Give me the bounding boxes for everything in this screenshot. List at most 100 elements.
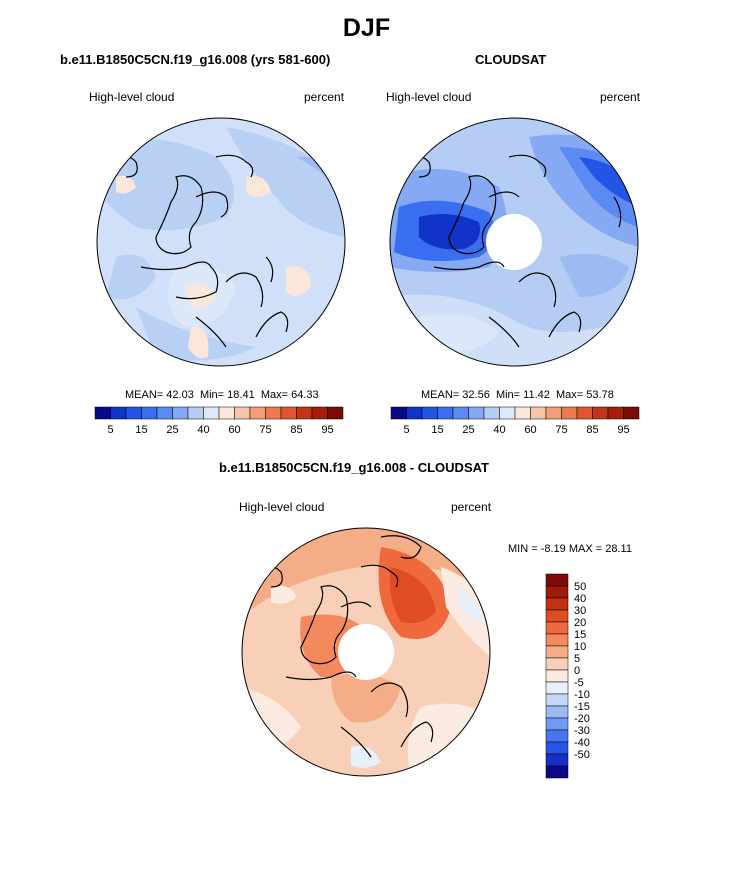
panel-obs-colorbar-tick-label: 40 — [493, 424, 505, 436]
panel-obs-colorbar-box — [545, 406, 562, 420]
panel-model-max-value: 64.33 — [291, 389, 319, 401]
panel-model-colorbar-box — [296, 406, 313, 420]
panel-diff-colorbar-box — [545, 753, 569, 767]
panel-obs-colorbar-box — [592, 406, 609, 420]
panel-obs-colorbar-box — [607, 406, 624, 420]
figure-title: DJF — [342, 14, 391, 42]
panel-diff-minmax: MIN = -8.19 MAX = 28.11 — [508, 543, 632, 555]
panel-obs-colorbar-box — [530, 406, 547, 420]
panel-obs-min-label: Min= — [495, 389, 521, 401]
panel-model-colorbar-tick-label: 40 — [197, 424, 209, 436]
panel-model-colorbar-box — [156, 406, 173, 420]
panel-diff-polar-map — [241, 527, 491, 777]
panel-diff-colorbar-tick-label: 50 — [574, 581, 586, 593]
panel-model-colorbar-box — [234, 406, 251, 420]
panel-diff-title: b.e11.B1850C5CN.f19_g16.008 - CLOUDSAT — [219, 460, 489, 475]
panel-obs-colorbar-tick-label: 5 — [403, 424, 409, 436]
panel-obs-colorbar-box — [499, 406, 516, 420]
panel-model-colorbar-box — [187, 406, 204, 420]
panel-model-stats: MEAN= 42.03 Min= 18.41 Max= 64.33 — [125, 389, 319, 401]
panel-diff-colorbar-tick-label: 15 — [574, 629, 586, 641]
panel-model-colorbar-box — [172, 406, 189, 420]
panel-obs-colorbar-box — [468, 406, 485, 420]
panel-diff-colorbar-box — [545, 765, 569, 779]
panel-diff-colorbar-box — [545, 633, 569, 647]
panel-obs-mean-value: 32.56 — [462, 389, 490, 401]
panel-model-colorbar-tick-label: 25 — [166, 424, 178, 436]
panel-obs-colorbar-box — [483, 406, 500, 420]
panel-diff-colorbar-tick-label: -50 — [574, 749, 590, 761]
panel-obs-colorbar-box — [421, 406, 438, 420]
panel-obs-colorbar-tick-label: 15 — [431, 424, 443, 436]
panel-diff-colorbar-box — [545, 609, 569, 623]
panel-diff-colorbar-tick-label: -15 — [574, 701, 590, 713]
panel-obs-colorbar-tick-label: 75 — [555, 424, 567, 436]
panel-obs-colorbar-box — [561, 406, 578, 420]
panel-diff-colorbar-box — [545, 669, 569, 683]
panel-obs-colorbar-box — [452, 406, 469, 420]
panel-obs-colorbar-tick-label: 25 — [462, 424, 474, 436]
panel-diff-colorbar-box — [545, 645, 569, 659]
panel-model-min-value: 18.41 — [227, 389, 255, 401]
panel-model-colorbar-tick-label: 5 — [107, 424, 113, 436]
panel-obs-title: CLOUDSAT — [475, 52, 547, 67]
panel-obs-colorbar-box — [623, 406, 640, 420]
panel-model-colorbar-box — [280, 406, 297, 420]
panel-diff-colorbar-box — [545, 717, 569, 731]
panel-diff-colorbar-tick-label: 5 — [574, 653, 580, 665]
panel-obs-colorbar-box — [514, 406, 531, 420]
panel-obs-variable-label: High-level cloud — [386, 90, 472, 104]
panel-diff-variable-label: High-level cloud — [239, 500, 325, 514]
panel-diff-colorbar-box — [545, 741, 569, 755]
panel-obs-colorbar-box — [437, 406, 454, 420]
panel-model-variable-label: High-level cloud — [89, 90, 175, 104]
panel-model-units-label: percent — [304, 90, 345, 104]
panel-diff-colorbar-box — [545, 657, 569, 671]
panel-diff-min-value: -8.19 — [540, 543, 566, 555]
panel-model-mean-label: MEAN= — [125, 389, 164, 401]
panel-model-colorbar-box — [94, 406, 111, 420]
panel-diff-colorbar-box — [545, 693, 569, 707]
panel-diff-colorbar-tick-label: -30 — [574, 725, 590, 737]
panel-model-colorbar-box — [218, 406, 235, 420]
panel-diff-min-label: MIN = — [508, 543, 538, 555]
panel-diff-colorbar-tick-label: -20 — [574, 713, 590, 725]
panel-obs-colorbar: 5 15 25 40 60 75 85 95 — [390, 406, 640, 436]
panel-diff-colorbar-tick-label: 10 — [574, 641, 586, 653]
panel-model-colorbar-box — [327, 406, 344, 420]
panel-obs-colorbar-box — [576, 406, 593, 420]
panel-diff-units-label: percent — [451, 500, 492, 514]
panel-obs-polar-map — [389, 117, 639, 367]
panel-model-title: b.e11.B1850C5CN.f19_g16.008 (yrs 581-600… — [60, 52, 331, 67]
panel-obs-stats: MEAN= 32.56 Min= 11.42 Max= 53.78 — [421, 389, 614, 401]
panel-model-mean-value: 42.03 — [166, 389, 194, 401]
panel-diff-colorbar-tick-label: 30 — [574, 605, 586, 617]
panel-model-max-label: Max= — [260, 389, 289, 401]
panel-obs-colorbar-box — [390, 406, 407, 420]
panel-model-colorbar-tick-label: 75 — [259, 424, 271, 436]
panel-diff-colorbar-tick-label: -40 — [574, 737, 590, 749]
panel-diff-colorbar-box — [545, 705, 569, 719]
panel-model-colorbar-box — [265, 406, 282, 420]
panel-obs-max-label: Max= — [556, 389, 584, 401]
panel-model-colorbar-box — [311, 406, 328, 420]
panel-model-colorbar-tick-label: 85 — [290, 424, 302, 436]
panel-model-colorbar-box — [203, 406, 220, 420]
panel-diff-colorbar-box — [545, 681, 569, 695]
panel-diff-colorbar-box — [545, 585, 569, 599]
panel-obs-mean-label: MEAN= — [421, 389, 460, 401]
panel-diff-colorbar-tick-label: 20 — [574, 617, 586, 629]
panel-obs-colorbar-tick-label: 95 — [617, 424, 629, 436]
panel-diff-colorbar-box — [545, 621, 569, 635]
panel-obs-colorbar-tick-label: 60 — [524, 424, 536, 436]
panel-model-colorbar-box — [125, 406, 142, 420]
panel-diff-colorbar-tick-label: -10 — [574, 689, 590, 701]
panel-model-colorbar-tick-label: 15 — [135, 424, 147, 436]
panel-diff-colorbar-box — [545, 573, 569, 587]
panel-diff-colorbar-tick-label: 40 — [574, 593, 586, 605]
panel-model-colorbar: 5 15 25 40 60 75 85 95 — [94, 406, 344, 436]
panel-obs-units-label: percent — [600, 90, 641, 104]
panel-model-colorbar-box — [249, 406, 266, 420]
panel-diff-max-label: MAX = — [568, 543, 603, 555]
